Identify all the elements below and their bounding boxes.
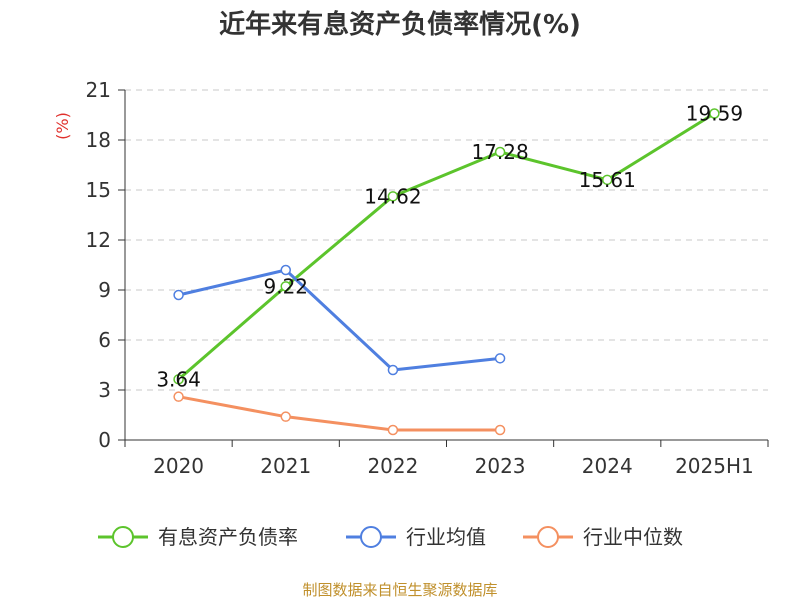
series-point-1 [494, 146, 506, 158]
series-line-2 [178, 268, 501, 372]
axes: 0 3 6 9 12 15 18 21 2020 2021 2022 2023 2024 2025H1 [86, 78, 769, 478]
y-axis-unit-label: (%) [53, 112, 72, 140]
series-point-1 [280, 281, 291, 292]
legend-marker-1 [112, 526, 134, 548]
data-label: 15.61 [579, 168, 636, 192]
series-group [173, 108, 720, 436]
data-label: 17.28 [471, 140, 528, 164]
series-point-2 [173, 289, 184, 301]
series-line-3 [178, 395, 501, 432]
data-labels: 3.64 9.22 14.62 17.28 15.61 19.59 [156, 102, 743, 392]
data-label: 9.22 [263, 274, 308, 298]
source-note: 制图数据来自恒生聚源数据库 [302, 581, 497, 599]
x-tick-label: 2024 [582, 454, 633, 478]
x-tick-label: 2021 [260, 454, 311, 478]
y-tick-label: 18 [86, 128, 111, 152]
series-point-1 [709, 108, 720, 119]
series-point-2 [494, 353, 506, 364]
legend: 有息资产负债率 行业均值 行业中位数 [98, 525, 683, 549]
x-tick-label: 2025H1 [675, 454, 754, 478]
series-point-1 [173, 374, 184, 385]
y-tick-label: 12 [86, 228, 111, 252]
y-tick-label: 3 [98, 378, 111, 402]
x-tick-label: 2022 [367, 454, 418, 478]
legend-label-2: 行业均值 [406, 525, 486, 549]
data-label: 14.62 [364, 184, 421, 208]
gridlines [125, 89, 768, 391]
legend-label-1: 有息资产负债率 [158, 525, 298, 549]
legend-label-3: 行业中位数 [583, 525, 683, 549]
x-tick-label: 2023 [475, 454, 526, 478]
chart-title: 近年来有息资产负债率情况(%) [219, 9, 581, 40]
y-tick-label: 0 [98, 428, 111, 452]
legend-marker-3 [537, 526, 559, 548]
data-label: 19.59 [686, 102, 743, 126]
series-line-1 [177, 112, 716, 381]
series-point-1 [387, 191, 399, 202]
data-label: 3.64 [156, 367, 201, 391]
series-point-3 [173, 391, 184, 402]
series-point-3 [494, 424, 506, 436]
x-tick-label: 2020 [153, 454, 204, 478]
series-point-3 [280, 411, 291, 422]
y-tick-label: 21 [86, 78, 111, 102]
legend-marker-2 [360, 526, 382, 548]
series-point-2 [280, 264, 291, 276]
series-point-1 [602, 174, 613, 186]
y-tick-label: 15 [86, 178, 111, 202]
series-point-2 [387, 364, 399, 376]
series-point-3 [387, 424, 399, 436]
y-tick-label: 9 [98, 278, 111, 302]
y-tick-label: 6 [98, 328, 111, 352]
